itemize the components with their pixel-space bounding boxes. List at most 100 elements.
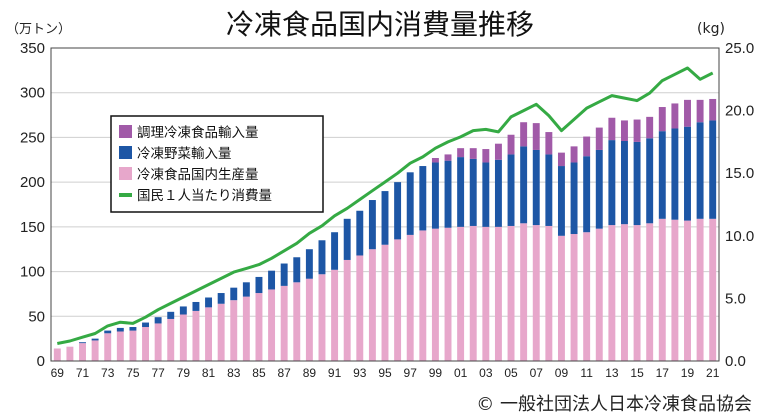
bar-segment [394, 239, 402, 361]
bar-segment [570, 146, 578, 163]
bar-segment [79, 342, 86, 344]
bar-segment [192, 301, 200, 311]
y-right-tick-label: 0.0 [725, 353, 746, 370]
x-tick-label: 83 [227, 366, 241, 380]
bar-segment [91, 340, 99, 361]
y-left-tick-label: 350 [20, 40, 45, 57]
y-right-tick-label: 15.0 [725, 165, 754, 182]
x-tick-label: 87 [277, 366, 291, 380]
y-right-tick-label: 10.0 [725, 228, 754, 245]
x-tick-label: 75 [126, 366, 140, 380]
y-right-tick-label: 25.0 [725, 40, 754, 57]
bar-segment [621, 141, 628, 225]
bar-segment [192, 310, 200, 361]
bar-segment [79, 343, 86, 361]
bar-segment [217, 293, 225, 304]
x-tick-label: 95 [378, 366, 392, 380]
bar-segment [179, 306, 187, 315]
x-tick-label: 69 [51, 366, 65, 380]
bar-segment [696, 218, 704, 361]
bar-segment [242, 296, 250, 361]
x-tick-label: 85 [252, 366, 266, 380]
bar-segment [507, 134, 515, 155]
bar-segment [507, 225, 515, 361]
bar-segment [532, 225, 540, 361]
bar-segment [469, 148, 477, 159]
bar-segment [633, 119, 641, 142]
bar-segment [444, 160, 452, 228]
bar-segment [595, 127, 603, 150]
bar-segment [255, 276, 263, 294]
bar-segment [305, 249, 313, 279]
bar-segment [709, 218, 717, 361]
x-tick-label: 93 [353, 366, 367, 380]
legend-swatch-imported-vegetables [119, 146, 132, 159]
bar-segment [444, 227, 452, 361]
bar-segment [230, 287, 238, 301]
bar-segment [507, 154, 515, 226]
x-tick-label: 81 [202, 366, 216, 380]
bar-segment [696, 99, 704, 123]
bar-segment [494, 159, 502, 227]
y-left-tick-label: 0 [37, 353, 45, 370]
y-left-tick-label: 200 [20, 174, 45, 191]
bar-segment [343, 259, 351, 361]
bar-segment [381, 191, 389, 245]
bar-segment [381, 244, 389, 361]
plot-frame [50, 47, 720, 362]
y-left-tick-label: 50 [28, 308, 45, 325]
bar-segment [431, 157, 439, 163]
bar-segment [520, 223, 528, 361]
bar-segment [419, 166, 427, 231]
bar-segment [205, 307, 213, 361]
bar-segment [280, 263, 288, 286]
bar-segment [583, 156, 591, 233]
bar-segment [557, 166, 565, 236]
y-left-tick-label: 100 [20, 264, 45, 281]
bar-segment [431, 228, 439, 361]
bar-segment [179, 314, 187, 361]
bar-segment [658, 218, 666, 361]
y-left-tick-label: 250 [20, 129, 45, 146]
legend: 調理冷凍食品輸入量 冷凍野菜輸入量 冷凍食品国内生産量 国民１人当たり消費量 [110, 115, 324, 213]
x-tick-label: 05 [504, 366, 518, 380]
bar-segment [469, 158, 477, 226]
bar-segment [583, 232, 591, 361]
bar-segment [621, 224, 628, 361]
x-tick-label: 11 [580, 366, 593, 380]
bar-segment [595, 149, 603, 229]
bar-segment [557, 235, 565, 361]
bar-segment [482, 162, 490, 227]
x-tick-label: 15 [630, 366, 644, 380]
per-capita-line [57, 66, 714, 345]
bar-segment [469, 225, 477, 361]
bar-segment [104, 330, 112, 334]
bar-segment [368, 200, 376, 250]
copyright-text: © 一般社団法人日本冷凍食品協会 [476, 394, 752, 415]
bar-segment [368, 249, 376, 361]
bar-segment [658, 107, 666, 132]
bar-segment [318, 240, 326, 275]
legend-swatch-imported-prepared [119, 125, 132, 138]
bar-segment [684, 99, 691, 127]
legend-swatch-per-capita [119, 193, 132, 197]
bar-segment [242, 282, 250, 297]
bar-segment [696, 122, 704, 219]
bar-segment [356, 210, 364, 256]
bar-segment [129, 327, 137, 331]
bar-segment [154, 317, 162, 324]
legend-label-domestic-production: 冷凍食品国内生産量 [137, 166, 259, 183]
bar-segment [444, 154, 452, 161]
bar-segment [545, 225, 553, 361]
bar-segment [557, 152, 565, 167]
bar-segment [457, 157, 465, 227]
bar-segment [331, 269, 339, 361]
x-tick-label: 17 [656, 366, 670, 380]
legend-box [110, 115, 324, 213]
bar-segment [532, 123, 540, 150]
x-tick-label: 89 [303, 366, 317, 380]
bar-segment [255, 293, 263, 361]
bar-segment [520, 122, 528, 147]
bar-segment [583, 136, 591, 157]
legend-swatch-domestic-production [119, 167, 132, 180]
